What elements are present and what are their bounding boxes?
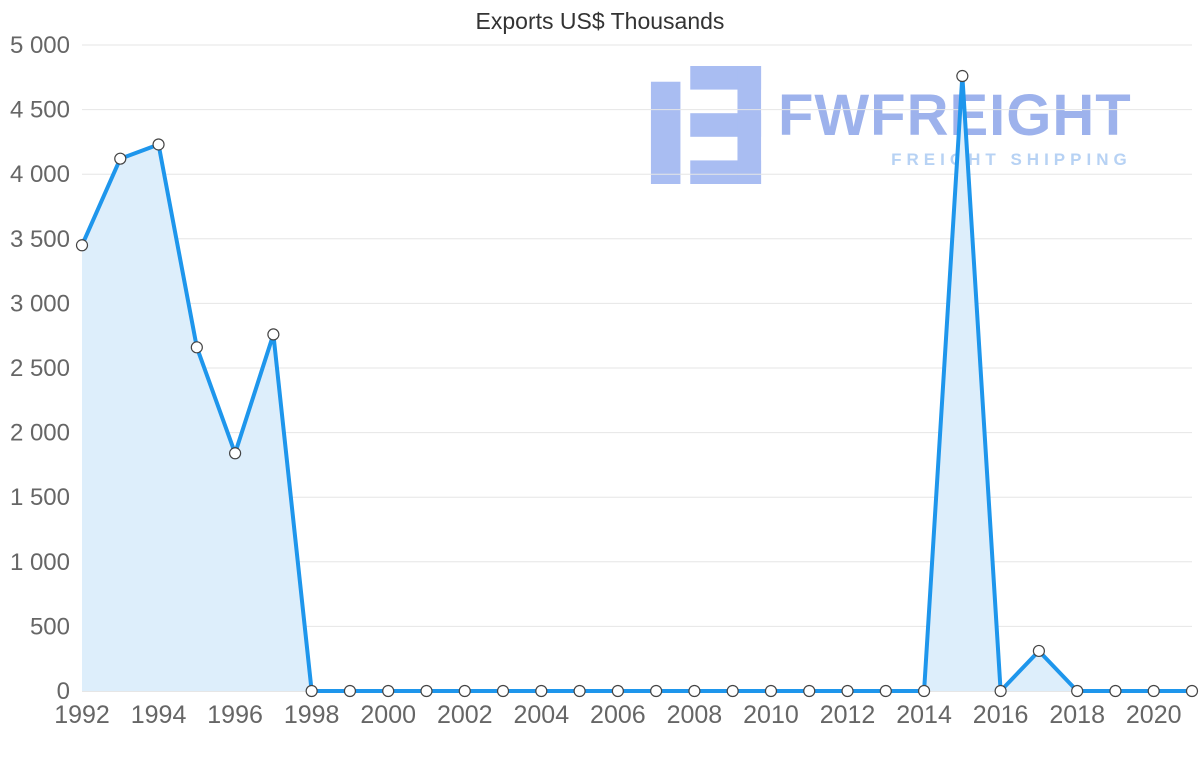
data-point-marker <box>114 152 127 165</box>
data-point-marker <box>1071 684 1084 698</box>
y-tick-label: 2 500 <box>10 355 70 382</box>
data-point-marker <box>841 684 854 698</box>
data-point-marker <box>190 341 203 354</box>
data-point-marker <box>229 447 242 460</box>
x-tick-label: 2016 <box>973 701 1029 729</box>
x-tick-label: 1992 <box>54 701 110 729</box>
data-point-marker <box>688 684 701 698</box>
x-tick-label: 2020 <box>1126 701 1182 729</box>
x-tick-label: 1994 <box>131 701 187 729</box>
y-tick-label: 0 <box>57 678 70 705</box>
x-tick-label: 2002 <box>437 701 493 729</box>
y-tick-label: 5 000 <box>10 32 70 59</box>
series-line <box>80 74 1194 693</box>
data-point-marker <box>650 684 663 698</box>
chart-title: Exports US$ Thousands <box>475 8 725 34</box>
data-point-marker <box>994 684 1007 698</box>
x-tick-label: 2000 <box>360 701 416 729</box>
data-point-marker <box>382 684 395 698</box>
data-point-marker <box>917 684 931 698</box>
data-point-marker <box>1147 684 1160 698</box>
x-tick-label: 2004 <box>513 701 569 729</box>
data-point-marker <box>152 138 165 151</box>
data-point-marker <box>75 239 89 252</box>
x-tick-label: 1998 <box>284 701 340 729</box>
x-tick-label: 2006 <box>590 701 646 729</box>
y-tick-label: 500 <box>30 613 70 640</box>
data-point-marker <box>1185 684 1199 698</box>
series-area-fill <box>82 76 1192 692</box>
data-point-marker <box>496 684 510 698</box>
x-tick-label: 2014 <box>896 701 952 729</box>
data-point-marker <box>1032 644 1045 658</box>
x-tick-label: 2008 <box>667 701 723 729</box>
data-point-marker <box>458 684 471 698</box>
data-point-marker <box>420 684 433 698</box>
x-tick-label: 2018 <box>1049 701 1105 729</box>
y-tick-label: 3 000 <box>10 290 70 317</box>
data-point-marker <box>267 328 280 341</box>
y-tick-label: 4 500 <box>10 97 70 124</box>
y-tick-label: 1 500 <box>10 484 70 511</box>
x-tick-label: 2010 <box>743 701 799 729</box>
y-tick-label: 3 500 <box>10 226 70 253</box>
data-point-marker <box>879 684 892 698</box>
data-point-marker <box>611 684 624 698</box>
data-point-marker <box>535 684 548 698</box>
y-tick-label: 1 000 <box>10 549 70 576</box>
data-point-marker <box>343 684 357 698</box>
y-tick-label: 2 000 <box>10 420 70 447</box>
y-tick-label: 4 000 <box>10 161 70 188</box>
data-point-marker <box>305 684 318 698</box>
data-point-marker <box>764 684 778 698</box>
data-point-marker <box>1109 684 1122 698</box>
data-point-marker <box>803 684 816 698</box>
x-tick-label: 1996 <box>207 701 263 729</box>
x-tick-label: 2012 <box>820 701 876 729</box>
data-point-marker <box>726 684 739 698</box>
data-point-marker <box>956 69 969 83</box>
data-point-marker <box>573 684 586 698</box>
